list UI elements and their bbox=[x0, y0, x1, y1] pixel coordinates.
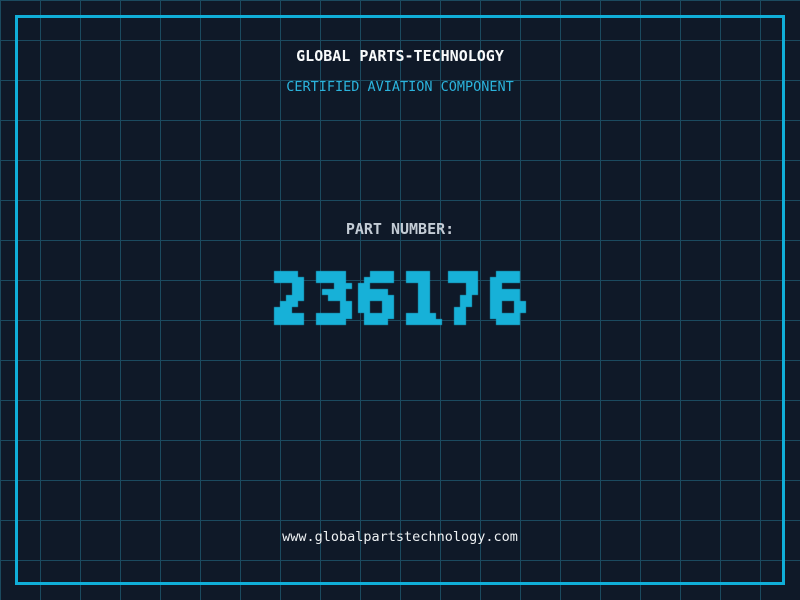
company-title: GLOBAL PARTS-TECHNOLOGY bbox=[296, 47, 504, 65]
part-number-display bbox=[0, 247, 800, 343]
part-number-value bbox=[262, 247, 538, 343]
website-url: www.globalpartstechnology.com bbox=[282, 529, 518, 545]
certification-subtitle: CERTIFIED AVIATION COMPONENT bbox=[286, 79, 514, 95]
part-number-label: PART NUMBER: bbox=[345, 220, 455, 238]
